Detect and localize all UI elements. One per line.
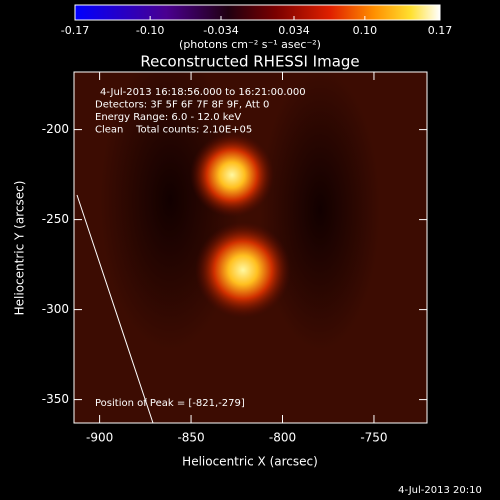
source xyxy=(190,133,274,217)
colorbar-tick-label: -0.17 xyxy=(61,24,89,37)
x-tick-label: -750 xyxy=(360,431,387,445)
annotation: Energy Range: 6.0 - 12.0 keV xyxy=(95,112,241,123)
colorbar-tick-label: 0.17 xyxy=(428,24,453,37)
x-tick-label: -850 xyxy=(177,431,204,445)
colorbar-tick-label: -0.10 xyxy=(136,24,164,37)
annotation: Detectors: 3F 5F 6F 7F 8F 9F, Att 0 xyxy=(95,100,269,111)
y-tick-label: -200 xyxy=(42,122,69,136)
x-tick-label: -800 xyxy=(269,431,296,445)
colorbar-tick-label: 0.034 xyxy=(278,24,310,37)
source xyxy=(195,222,291,318)
colorbar xyxy=(74,4,441,21)
x-tick-label: -900 xyxy=(86,431,113,445)
timestamp: 4-Jul-2013 20:10 xyxy=(398,485,482,496)
y-tick-label: -250 xyxy=(42,212,69,226)
colorbar-tick-label: -0.034 xyxy=(203,24,238,37)
image-shade xyxy=(260,72,380,350)
chart-title: Reconstructed RHESSI Image xyxy=(140,53,359,71)
colorbar-label: (photons cm⁻² s⁻¹ asec⁻²) xyxy=(179,38,321,51)
annotation: Clean Total counts: 2.10E+05 xyxy=(95,125,252,136)
y-axis-label: Heliocentric Y (arcsec) xyxy=(13,181,27,316)
limb xyxy=(76,194,154,423)
plot-frame xyxy=(73,71,428,424)
peak-label: Position of Peak = [-821,-279] xyxy=(95,398,245,409)
y-tick-label: -300 xyxy=(42,302,69,316)
y-tick-label: -350 xyxy=(42,392,69,406)
image xyxy=(74,72,427,423)
annotation: 4-Jul-2013 16:18:56.000 to 16:21:00.000 xyxy=(100,87,306,98)
colorbar-tick-label: 0.10 xyxy=(353,24,378,37)
x-axis-label: Heliocentric X (arcsec) xyxy=(182,455,318,469)
